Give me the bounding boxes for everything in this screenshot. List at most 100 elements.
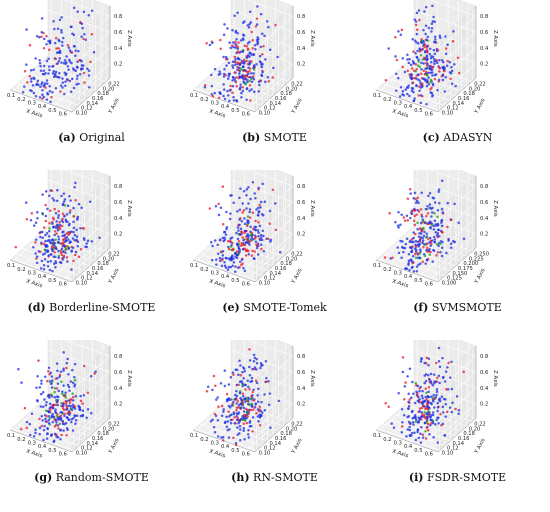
data-point	[57, 216, 60, 219]
data-point	[225, 226, 229, 229]
data-point	[235, 38, 238, 41]
data-point	[82, 364, 86, 368]
axis-line	[437, 247, 477, 283]
data-point	[392, 426, 396, 429]
subplot-label: (e)	[222, 301, 240, 314]
data-point	[228, 89, 232, 92]
y-tick-label: 0.150	[452, 271, 467, 277]
data-point	[441, 66, 445, 70]
data-point	[240, 263, 243, 267]
data-point	[269, 426, 272, 429]
data-point	[425, 103, 428, 106]
data-point	[215, 263, 218, 266]
data-point	[387, 405, 390, 409]
data-point	[260, 32, 264, 36]
data-point	[223, 230, 227, 234]
data-point	[250, 379, 254, 383]
data-point	[420, 358, 423, 361]
data-point	[384, 78, 388, 82]
data-point	[417, 60, 420, 63]
data-point	[59, 84, 63, 87]
data-point	[437, 228, 440, 232]
y-tick-label: 0.12	[81, 276, 93, 282]
gridline	[378, 396, 418, 432]
data-point	[255, 368, 258, 371]
subplot-title: Original	[75, 131, 125, 144]
data-point	[250, 30, 253, 34]
y-tick-label: 0.125	[447, 276, 462, 282]
data-point	[435, 390, 439, 394]
data-point	[408, 187, 412, 191]
data-point	[72, 215, 76, 218]
data-point	[67, 385, 71, 389]
z-axis-label: Z Axis	[492, 30, 498, 47]
data-point	[72, 230, 75, 234]
data-point	[90, 9, 94, 12]
data-point	[424, 243, 427, 247]
data-point	[35, 261, 39, 265]
data-point	[54, 70, 58, 74]
data-point	[70, 268, 73, 271]
data-point	[440, 224, 444, 228]
data-point	[388, 212, 391, 215]
data-point	[257, 186, 260, 190]
data-point	[427, 26, 431, 30]
data-point	[413, 39, 417, 42]
axis-line	[437, 77, 477, 113]
data-point	[243, 243, 246, 247]
z-tick-label: 0.4	[297, 386, 306, 392]
data-point	[409, 239, 412, 243]
data-point	[215, 258, 218, 261]
data-point	[66, 246, 70, 249]
data-point	[237, 405, 240, 409]
x-tick-label: 0.5	[231, 108, 239, 114]
data-point	[247, 403, 251, 406]
data-point	[243, 413, 246, 417]
z-tick-label: 0.2	[297, 232, 305, 238]
x-tick-label: 0.6	[425, 451, 433, 457]
data-point	[40, 31, 43, 34]
data-point	[64, 251, 67, 255]
data-point	[54, 211, 58, 215]
data-point	[63, 233, 66, 237]
data-point	[421, 218, 425, 222]
data-point	[56, 398, 59, 402]
data-point	[259, 61, 263, 64]
data-point	[413, 413, 417, 417]
data-point	[54, 226, 58, 229]
x-tick-label: 0.2	[17, 267, 25, 273]
gridline	[404, 233, 467, 257]
gridline	[254, 201, 294, 237]
data-point	[45, 98, 49, 101]
y-tick-label: 0.18	[280, 431, 292, 437]
data-point	[256, 40, 259, 43]
data-point	[48, 194, 51, 197]
data-point	[231, 91, 234, 94]
data-point	[227, 415, 231, 418]
x-tick-label: 0.4	[404, 104, 413, 110]
data-point	[416, 208, 419, 212]
data-point	[76, 10, 79, 13]
data-point	[424, 395, 427, 399]
z-axis-label: Z Axis	[309, 370, 315, 387]
data-point	[51, 238, 54, 241]
gridline	[437, 355, 477, 391]
data-point	[433, 20, 437, 23]
z-tick-label: 0.6	[114, 370, 122, 376]
data-point	[241, 85, 245, 89]
data-point	[426, 428, 430, 432]
data-point	[40, 379, 43, 383]
data-point	[235, 231, 238, 235]
data-point	[419, 53, 423, 57]
data-point	[410, 67, 414, 70]
data-point	[442, 60, 445, 64]
data-point	[79, 414, 83, 418]
data-point	[457, 412, 460, 416]
data-point	[62, 367, 65, 371]
data-point	[417, 263, 420, 266]
gridline	[230, 41, 294, 64]
data-point	[444, 52, 448, 56]
data-point	[41, 193, 44, 196]
data-point	[419, 250, 422, 253]
z-tick-label: 0.6	[297, 370, 305, 376]
